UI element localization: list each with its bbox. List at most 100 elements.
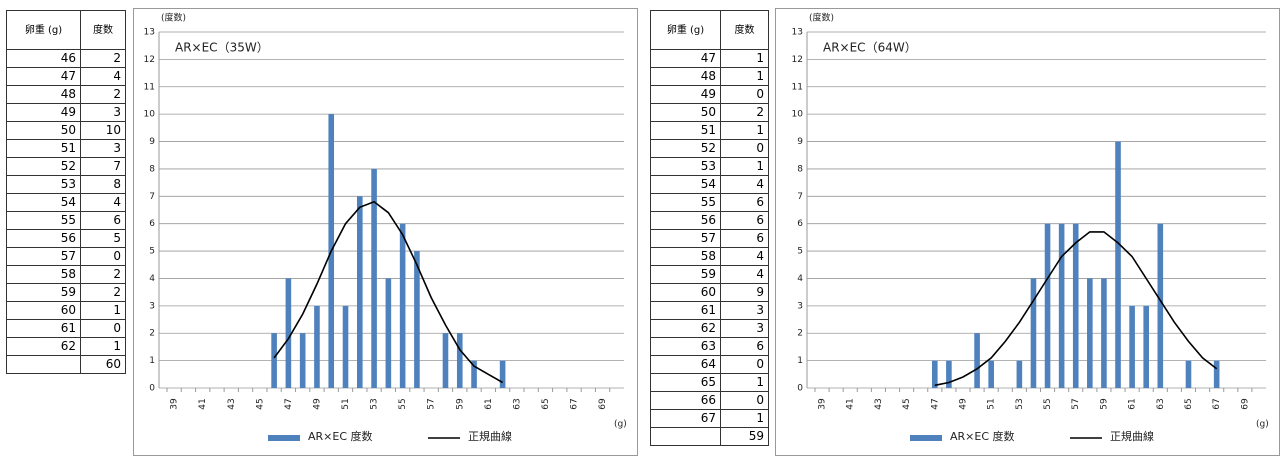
table-cell: 61 [650,301,721,320]
table-row: 58 2 [6,265,126,284]
x-tick-label: 43 [874,398,884,409]
bar [285,278,292,388]
table-cell: 4 [720,247,769,266]
table-cell: 57 [6,247,81,266]
bar [1058,223,1065,388]
legend-label: 正規曲線 [1110,429,1154,443]
legend-swatch [268,435,300,441]
table-row: 62 3 [650,319,769,338]
table-cell: 52 [6,157,81,176]
legend-label: 正規曲線 [468,429,512,443]
x-tick-label: 67 [1212,398,1222,409]
y-tick-label: 3 [797,301,803,311]
bar [271,333,277,388]
table-row: 48 2 [6,85,126,104]
table-row: 65 1 [650,373,769,392]
table-cell: 48 [6,85,81,104]
y-tick-label: 8 [797,164,803,174]
total-row: 60 [6,355,126,374]
table-cell: 1 [720,67,769,86]
y-tick-label: 12 [792,55,803,65]
table-cell: 2 [80,49,126,68]
x-tick-label: 49 [958,398,968,410]
table-row: 62 1 [6,337,126,356]
y-tick-label: 9 [149,137,155,147]
legend-swatch [910,435,942,441]
bar [1143,305,1150,388]
x-tick-label: 63 [1156,398,1166,409]
table-row: 49 0 [650,85,769,104]
table-cell: 48 [650,67,721,86]
table-cell: 49 [6,103,81,122]
bar [931,360,938,388]
y-tick-label: 3 [149,301,155,311]
x-tick-label: 53 [370,398,380,409]
table-cell: 1 [80,337,126,356]
header-cell: 度数 [80,10,126,50]
bar [414,251,420,388]
table-cell: 1 [720,157,769,176]
x-tick-label: 45 [902,398,912,409]
table-cell: 5 [80,229,126,248]
x-tick-label: 49 [312,398,322,410]
table-cell: 59 [6,283,81,302]
table-cell: 50 [6,121,81,140]
header-cell: 卵重 (g) [6,10,81,50]
y-tick-label: 5 [797,247,803,257]
table-cell: 6 [80,211,126,230]
table-row: 67 1 [650,409,769,428]
table-row: 57 6 [650,229,769,248]
bar [1087,278,1093,388]
table-cell: 0 [720,391,769,410]
table-cell: 3 [80,139,126,158]
table-row: 51 1 [650,121,769,140]
x-tick-label: 59 [1099,398,1109,410]
table-cell: 1 [720,121,769,140]
bar [946,360,952,388]
bar [499,360,506,388]
table-row: 51 3 [6,139,126,158]
normal-curve [934,231,1218,387]
table-row: 49 3 [6,103,126,122]
table-row: 59 4 [650,265,769,284]
table-cell: 9 [720,283,769,302]
x-tick-label: 43 [227,398,237,409]
table-cell: 0 [80,319,126,338]
table-cell: 53 [6,175,81,194]
bar [1016,360,1023,388]
bar [1129,305,1135,388]
bar [1185,360,1192,388]
table-row: 53 1 [650,157,769,176]
table-cell: 59 [650,265,721,284]
table-row: 56 5 [6,229,126,248]
table-cell: 56 [6,229,81,248]
bar [356,196,363,388]
y-tick-label: 2 [797,329,803,339]
x-tick-label: 39 [170,398,180,410]
y-tick-label: 8 [149,164,155,174]
table-cell: 8 [80,175,126,194]
table-cell: 55 [650,193,721,212]
y-tick-label: 9 [797,137,803,147]
table-cell: 46 [6,49,81,68]
x-tick-label: 47 [930,398,940,409]
table-cell: 63 [650,337,721,356]
x-tick-label: 59 [455,398,465,410]
table-cell: 60 [6,301,81,320]
table-cell: 4 [720,175,769,194]
bar [314,305,320,388]
table-cell: 1 [80,301,126,320]
table-cell: 52 [650,139,721,158]
x-axis-label: (g) [1256,420,1269,430]
x-tick-label: 69 [1240,398,1250,410]
header-cell: 卵重 (g) [650,10,721,50]
table-row: 64 0 [650,355,769,374]
table-cell: 47 [6,67,81,86]
table-cell: 1 [720,49,769,68]
x-tick-label: 51 [987,398,997,409]
bar [1030,278,1037,388]
table-cell: 54 [650,175,721,194]
table-cell: 4 [80,67,126,86]
table-cell: 6 [720,337,769,356]
bar [974,333,980,388]
